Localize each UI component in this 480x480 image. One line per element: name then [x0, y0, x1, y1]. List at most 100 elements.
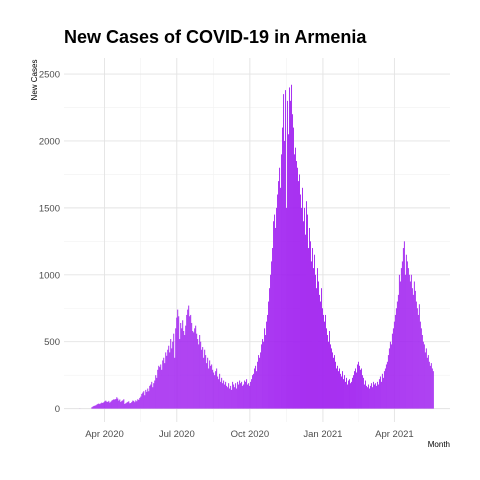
bar [329, 331, 330, 409]
bar [428, 361, 430, 409]
bar [338, 371, 339, 409]
bar [193, 332, 195, 409]
bar [237, 381, 239, 409]
bar [102, 403, 104, 409]
bar [147, 388, 149, 409]
bar [287, 100, 289, 409]
bar [319, 294, 320, 409]
bar [425, 348, 427, 409]
bar [178, 316, 180, 409]
bar [235, 383, 237, 409]
bar [93, 405, 95, 409]
bar [299, 174, 300, 409]
bar [223, 380, 225, 409]
bar [248, 383, 250, 409]
bar [132, 400, 134, 409]
bar [383, 371, 385, 409]
bar [351, 377, 353, 409]
bar [221, 377, 223, 409]
bar [265, 335, 267, 409]
bar [217, 376, 219, 409]
bar [219, 373, 221, 409]
bar [421, 335, 423, 409]
bar [187, 309, 189, 409]
bar [415, 301, 417, 409]
bar [140, 396, 142, 409]
bar [212, 369, 214, 409]
bar [99, 404, 101, 409]
bar [363, 384, 365, 409]
bar [173, 333, 175, 409]
bar [185, 325, 187, 409]
bar [97, 403, 99, 409]
bar [250, 381, 252, 409]
bar [305, 234, 306, 409]
bar [396, 301, 398, 409]
bar [123, 399, 125, 409]
bar [241, 381, 243, 409]
bar [181, 328, 183, 409]
bar [215, 371, 217, 409]
bar [343, 379, 344, 409]
bar [427, 355, 429, 409]
bar [166, 355, 168, 409]
bar [294, 154, 295, 409]
bar [306, 201, 307, 409]
bar [412, 294, 414, 409]
bar [177, 309, 179, 409]
bar [253, 373, 255, 409]
bar [199, 335, 201, 409]
bar [242, 385, 244, 409]
bar [289, 87, 291, 409]
bar [188, 305, 190, 409]
bar [307, 214, 308, 409]
bar [353, 371, 355, 409]
bar [354, 368, 356, 409]
bar [190, 314, 192, 409]
bar [280, 187, 282, 409]
bar [108, 400, 110, 409]
bar [406, 261, 408, 409]
bar [206, 363, 208, 409]
bar [368, 388, 370, 409]
bar [154, 380, 156, 409]
bar [143, 391, 145, 409]
bar [107, 401, 109, 409]
bar [344, 375, 345, 409]
bar [302, 187, 303, 409]
bar [131, 401, 133, 409]
bar [156, 377, 158, 409]
bar [337, 365, 338, 409]
bar [365, 385, 367, 409]
bar [158, 365, 160, 409]
bar [137, 399, 139, 409]
bar [401, 261, 403, 409]
bar [330, 344, 331, 409]
bar [196, 333, 198, 409]
bar [189, 316, 191, 409]
bar [345, 381, 346, 409]
bar [92, 406, 94, 409]
bar [394, 314, 396, 409]
bar [367, 384, 369, 409]
bar [309, 227, 310, 409]
bar [157, 369, 159, 409]
bar [134, 402, 136, 409]
bar [373, 384, 375, 409]
bar [378, 379, 380, 409]
bar [205, 355, 207, 409]
bar [105, 400, 107, 409]
bar [284, 140, 286, 409]
bar [296, 161, 297, 409]
bar [258, 355, 260, 409]
bar [145, 389, 147, 409]
bar [231, 389, 233, 409]
bar [148, 391, 150, 409]
bar [333, 357, 334, 409]
bar [342, 371, 343, 409]
bar [270, 274, 272, 409]
bar [233, 384, 235, 409]
y-axis-label: New Cases [30, 60, 39, 101]
bar [312, 248, 313, 409]
bar [207, 357, 209, 409]
